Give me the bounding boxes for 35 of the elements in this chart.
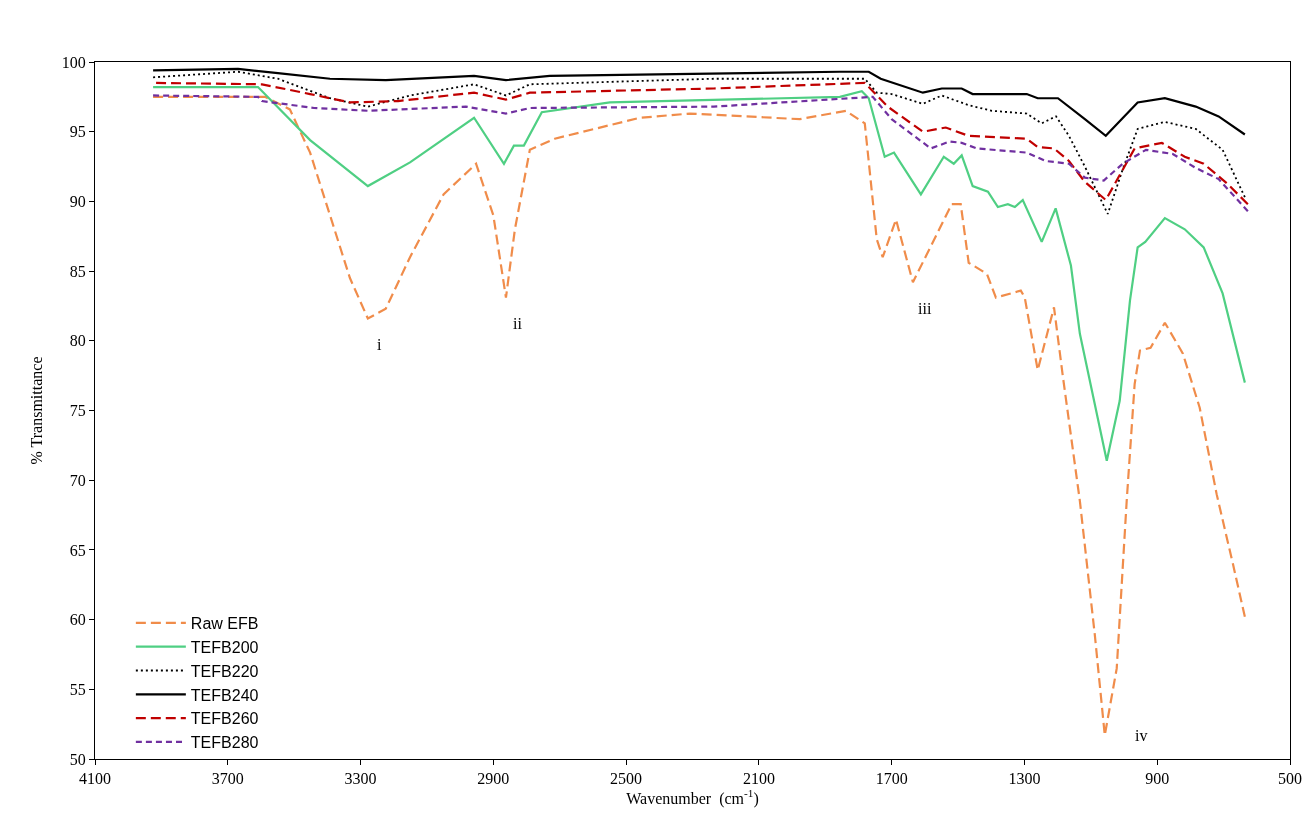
y-tick-label: 90 bbox=[69, 193, 86, 210]
y-tick-label: 70 bbox=[69, 471, 86, 489]
x-axis-title: Wavenumber (cm$^{-1}$) bbox=[626, 787, 759, 808]
x-tick-label: 500 bbox=[1278, 770, 1302, 788]
y-tick-label: 55 bbox=[69, 680, 86, 698]
annotation: ii bbox=[513, 315, 523, 332]
x-tick-label: 3300 bbox=[344, 770, 377, 788]
line-series bbox=[151, 85, 1246, 462]
x-tick-label: 4100 bbox=[79, 770, 111, 788]
legend-label: TEFB240 bbox=[190, 686, 259, 704]
x-tick-label: 1300 bbox=[1008, 770, 1041, 788]
y-axis-title: % Transmittance bbox=[27, 356, 45, 465]
y-tick-label: 60 bbox=[69, 611, 86, 629]
y-tick-label: 100 bbox=[61, 53, 86, 71]
y-tick-label: 80 bbox=[69, 332, 86, 350]
legend-label: Raw EFB bbox=[190, 615, 259, 633]
x-tick-label: 3700 bbox=[211, 770, 244, 788]
annotation: iii bbox=[918, 300, 932, 317]
line-series bbox=[151, 94, 1249, 213]
legend-label: TEFB220 bbox=[190, 662, 259, 680]
annotation: iv bbox=[1135, 727, 1148, 744]
legend-label: TEFB200 bbox=[190, 638, 259, 656]
annotation: i bbox=[377, 336, 382, 353]
x-tick-label: 2500 bbox=[610, 770, 643, 788]
y-tick-label: 85 bbox=[69, 262, 86, 280]
y-tick-label: 50 bbox=[69, 750, 86, 768]
x-tick-label: 2100 bbox=[742, 770, 775, 788]
legend-label: TEFB260 bbox=[190, 710, 259, 728]
y-tick-label: 65 bbox=[69, 541, 86, 559]
x-tick-label: 2900 bbox=[477, 770, 510, 788]
x-tick-label: 1700 bbox=[875, 770, 908, 788]
legend-label: TEFB280 bbox=[190, 734, 259, 752]
x-tick-label: 900 bbox=[1145, 770, 1170, 788]
y-tick-label: 75 bbox=[69, 402, 86, 420]
y-tick-label: 95 bbox=[69, 123, 86, 141]
